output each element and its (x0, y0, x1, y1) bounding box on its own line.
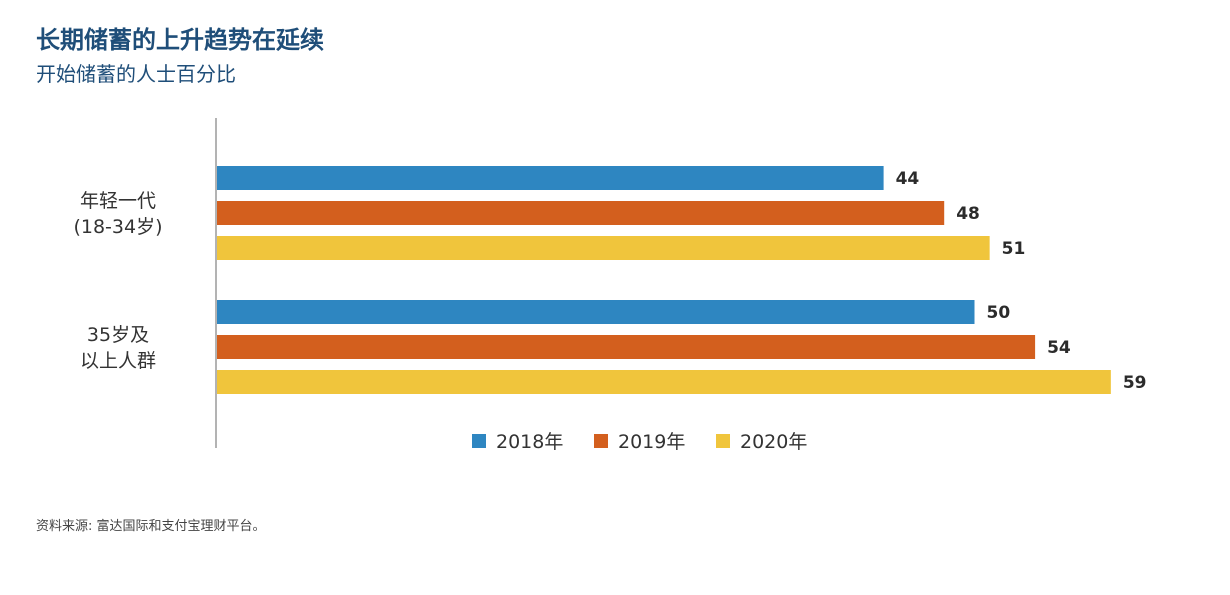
data-label: 50 (987, 303, 1011, 323)
bar (217, 370, 1111, 394)
legend-swatch (716, 434, 730, 448)
legend-swatch (472, 434, 486, 448)
chart-title: 长期储蓄的上升趋势在延续 (36, 26, 324, 54)
data-label: 59 (1123, 373, 1147, 393)
bars-layer (217, 166, 1111, 394)
category-label: 35岁及 (87, 324, 149, 346)
bar (217, 166, 884, 190)
data-label: 48 (956, 204, 980, 224)
bar (217, 201, 945, 225)
category-label: 年轻一代 (80, 190, 156, 212)
legend-label: 2020年 (740, 431, 807, 453)
chart-subtitle: 开始储蓄的人士百分比 (36, 62, 236, 86)
legend: 2018年 2019年 2020年 (472, 431, 807, 453)
source-note: 资料来源: 富达国际和支付宝理财平台。 (36, 519, 266, 534)
legend-label: 2019年 (618, 431, 685, 453)
bar (217, 300, 975, 324)
data-label: 54 (1047, 338, 1071, 358)
data-label: 51 (1002, 239, 1026, 259)
data-label: 44 (896, 169, 920, 189)
category-label: 以上人群 (80, 350, 156, 372)
category-label: (18-34岁) (73, 216, 162, 238)
legend-swatch (594, 434, 608, 448)
bar (217, 236, 990, 260)
bar (217, 335, 1036, 359)
legend-label: 2018年 (496, 431, 563, 453)
